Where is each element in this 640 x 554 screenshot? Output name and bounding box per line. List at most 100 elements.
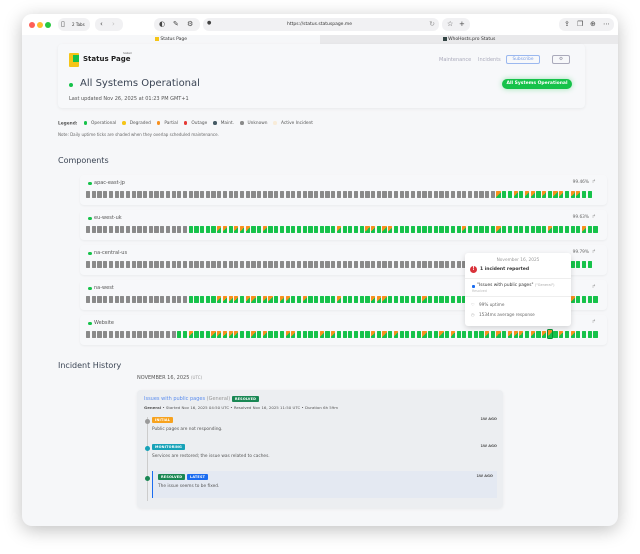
uptime-tick[interactable] bbox=[251, 296, 256, 303]
uptime-tick[interactable] bbox=[239, 331, 245, 338]
uptime-tick[interactable] bbox=[433, 331, 438, 338]
uptime-tick[interactable] bbox=[137, 191, 142, 198]
uptime-tick[interactable] bbox=[239, 226, 245, 233]
uptime-tick[interactable] bbox=[359, 226, 364, 233]
uptime-tick[interactable] bbox=[513, 191, 518, 198]
uptime-tick[interactable] bbox=[502, 191, 507, 198]
uptime-tick[interactable] bbox=[348, 261, 353, 268]
uptime-tick[interactable] bbox=[353, 191, 359, 198]
uptime-tick[interactable] bbox=[97, 331, 102, 338]
uptime-tick[interactable] bbox=[177, 331, 182, 338]
uptime-tick[interactable] bbox=[410, 261, 416, 268]
uptime-tick[interactable] bbox=[97, 191, 102, 198]
uptime-tick[interactable] bbox=[143, 331, 148, 338]
uptime-tick[interactable] bbox=[165, 331, 171, 338]
uptime-tick[interactable] bbox=[393, 191, 399, 198]
uptime-tick[interactable] bbox=[279, 226, 285, 233]
uptime-tick[interactable] bbox=[148, 191, 153, 198]
uptime-tick[interactable] bbox=[222, 331, 228, 338]
uptime-tick[interactable] bbox=[131, 331, 136, 338]
uptime-tick[interactable] bbox=[479, 191, 484, 198]
uptime-tick[interactable] bbox=[222, 261, 228, 268]
uptime-tick[interactable] bbox=[217, 226, 222, 233]
uptime-tick[interactable] bbox=[405, 296, 410, 303]
uptime-tick[interactable] bbox=[165, 296, 171, 303]
uptime-tick[interactable] bbox=[359, 261, 364, 268]
uptime-tick[interactable] bbox=[371, 226, 376, 233]
uptime-tick[interactable] bbox=[496, 226, 501, 233]
maximize-button[interactable] bbox=[45, 22, 51, 28]
uptime-tick[interactable] bbox=[547, 191, 552, 198]
uptime-tick[interactable] bbox=[359, 191, 364, 198]
uptime-tick[interactable] bbox=[108, 226, 114, 233]
uptime-tick[interactable] bbox=[279, 331, 285, 338]
uptime-tick[interactable] bbox=[485, 191, 490, 198]
uptime-tick[interactable] bbox=[308, 296, 313, 303]
uptime-tick[interactable] bbox=[205, 191, 210, 198]
uptime-tick[interactable] bbox=[439, 331, 444, 338]
subscribe-button[interactable]: Subscribe bbox=[506, 55, 540, 64]
uptime-tick[interactable] bbox=[308, 261, 313, 268]
uptime-tick[interactable] bbox=[524, 191, 530, 198]
uptime-tick[interactable] bbox=[365, 331, 370, 338]
uptime-tick[interactable] bbox=[342, 226, 347, 233]
shield-icon[interactable]: ◐ bbox=[159, 20, 166, 28]
uptime-tick[interactable] bbox=[268, 296, 273, 303]
uptime-tick[interactable] bbox=[165, 261, 171, 268]
uptime-tick[interactable] bbox=[371, 296, 376, 303]
uptime-tick[interactable] bbox=[188, 191, 193, 198]
uptime-tick[interactable] bbox=[160, 226, 165, 233]
uptime-tick[interactable] bbox=[405, 261, 410, 268]
uptime-tick[interactable] bbox=[382, 226, 387, 233]
uptime-tick[interactable] bbox=[467, 331, 473, 338]
uptime-tick[interactable] bbox=[388, 261, 393, 268]
uptime-tick[interactable] bbox=[285, 261, 290, 268]
uptime-tick[interactable] bbox=[376, 296, 381, 303]
uptime-tick[interactable] bbox=[125, 261, 131, 268]
uptime-tick[interactable] bbox=[376, 261, 381, 268]
uptime-tick[interactable] bbox=[467, 191, 473, 198]
uptime-tick[interactable] bbox=[428, 296, 433, 303]
uptime-tick[interactable] bbox=[587, 331, 592, 338]
uptime-tick[interactable] bbox=[108, 261, 114, 268]
uptime-tick[interactable] bbox=[171, 331, 176, 338]
uptime-tick[interactable] bbox=[188, 331, 193, 338]
close-button[interactable] bbox=[29, 22, 35, 28]
uptime-tick[interactable] bbox=[274, 331, 279, 338]
uptime-tick[interactable] bbox=[587, 226, 592, 233]
uptime-tick[interactable] bbox=[353, 331, 359, 338]
uptime-tick[interactable] bbox=[302, 261, 307, 268]
uptime-tick[interactable] bbox=[393, 331, 399, 338]
uptime-tick[interactable] bbox=[393, 226, 399, 233]
uptime-tick[interactable] bbox=[496, 191, 501, 198]
uptime-tick[interactable] bbox=[285, 331, 290, 338]
uptime-tick[interactable] bbox=[581, 296, 587, 303]
uptime-tick[interactable] bbox=[228, 331, 233, 338]
uptime-tick[interactable] bbox=[388, 331, 393, 338]
uptime-tick[interactable] bbox=[194, 226, 199, 233]
uptime-tick[interactable] bbox=[581, 261, 587, 268]
uptime-tick[interactable] bbox=[553, 191, 558, 198]
uptime-tick[interactable] bbox=[546, 329, 554, 339]
uptime-tick[interactable] bbox=[103, 296, 108, 303]
uptime-tick[interactable] bbox=[234, 191, 239, 198]
uptime-tick[interactable] bbox=[314, 331, 319, 338]
uptime-tick[interactable] bbox=[205, 226, 210, 233]
uptime-tick[interactable] bbox=[296, 296, 302, 303]
uptime-tick[interactable] bbox=[245, 226, 250, 233]
uptime-tick[interactable] bbox=[125, 226, 131, 233]
uptime-tick[interactable] bbox=[188, 296, 193, 303]
uptime-tick[interactable] bbox=[125, 331, 131, 338]
uptime-tick[interactable] bbox=[513, 331, 518, 338]
uptime-tick[interactable] bbox=[490, 191, 495, 198]
uptime-tick[interactable] bbox=[570, 331, 575, 338]
uptime-tick[interactable] bbox=[376, 331, 381, 338]
uptime-tick[interactable] bbox=[285, 226, 290, 233]
uptime-tick[interactable] bbox=[524, 226, 530, 233]
nav-maintenance[interactable]: Maintenance bbox=[439, 57, 472, 63]
uptime-tick[interactable] bbox=[542, 331, 547, 338]
uptime-tick[interactable] bbox=[114, 191, 119, 198]
uptime-tick[interactable] bbox=[143, 261, 148, 268]
uptime-tick[interactable] bbox=[154, 331, 159, 338]
uptime-tick[interactable] bbox=[490, 226, 495, 233]
